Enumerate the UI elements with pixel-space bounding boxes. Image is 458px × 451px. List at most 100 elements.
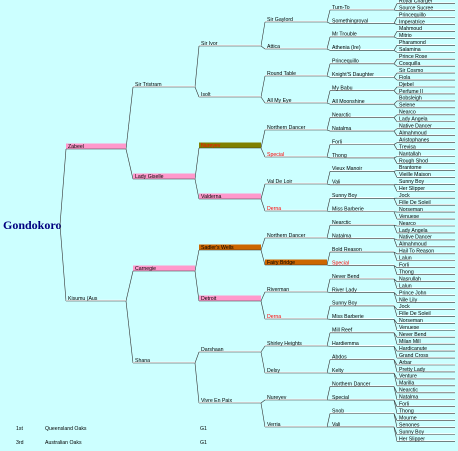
connector [125, 148, 134, 180]
connector [260, 75, 266, 98]
ancestor-name: Imperatrice [399, 19, 425, 25]
ancestor-name: Shana [135, 358, 150, 364]
connector [393, 252, 398, 261]
connector [393, 305, 398, 317]
highlight-bar [133, 265, 195, 271]
ancestor-name: Sir Gaylord [267, 17, 293, 23]
name-bar [397, 294, 455, 296]
connector [393, 211, 398, 220]
ancestor-name: Lalun [399, 283, 412, 289]
connector [393, 90, 398, 95]
name-bar [397, 64, 455, 67]
connector [393, 130, 398, 136]
ancestor-name: Arbar [399, 360, 412, 366]
ancestor-name: Miss Barberie [332, 314, 364, 320]
connector [260, 345, 266, 353]
connector [393, 9, 398, 11]
connector [326, 210, 331, 213]
name-bar [330, 197, 394, 199]
name-bar [397, 37, 455, 39]
ancestor-name: Nearctic [332, 112, 351, 118]
ancestor-name: Salamina [399, 47, 421, 53]
highlight-bar [133, 173, 195, 179]
name-bar [330, 412, 394, 414]
ancestor-name: Fille De Soleil [399, 200, 431, 206]
ancestor-name: Cosquilla [399, 61, 420, 67]
name-bar [199, 95, 261, 97]
ancestor-name: Sir Tristram [135, 82, 162, 88]
ancestor-name: Miss Barberie [332, 207, 364, 213]
ancestor-name: Sunny Boy [332, 301, 357, 307]
ancestor-name: Norseman [399, 318, 423, 324]
connector [326, 117, 331, 131]
ancestor-name: Fille De Soleil [399, 311, 431, 317]
connector [326, 386, 331, 401]
ancestor-name: Aristophanes [399, 137, 430, 143]
ancestor-name: Lady Giselle [135, 174, 164, 180]
ancestor-name: Thong [399, 269, 414, 275]
ancestor-name: Kisumu (Aus [68, 296, 98, 302]
name-bar [397, 16, 455, 18]
result-grade: G1 [200, 440, 207, 446]
ancestor-name: Prince Rose [399, 54, 427, 60]
name-bar [397, 30, 455, 32]
name-bar [330, 210, 394, 212]
name-bar [66, 299, 126, 301]
name-bar [397, 51, 455, 53]
connector [260, 198, 266, 212]
connector [393, 156, 398, 159]
name-bar [330, 8, 394, 10]
name-bar [397, 377, 455, 379]
name-bar [265, 20, 327, 22]
name-bar [397, 391, 455, 393]
connector [260, 147, 266, 158]
ancestor-name: Jock [399, 304, 410, 310]
connector [194, 270, 200, 302]
connector [393, 117, 398, 122]
ancestor-name: Attica [267, 44, 280, 50]
name-bar [330, 143, 394, 145]
connector [194, 86, 200, 98]
result-grade: G1 [200, 426, 207, 432]
ancestor-name: Native Dancer [399, 124, 432, 130]
connector [326, 171, 331, 185]
connector [326, 264, 331, 266]
ancestor-name: Special [332, 395, 349, 401]
name-bar [265, 236, 327, 238]
result-place: 3rd [16, 440, 24, 446]
ancestor-name: Somethingroyal [332, 18, 368, 24]
connector [260, 300, 266, 320]
ancestor-name: Venuese [399, 214, 419, 220]
name-bar [330, 76, 394, 78]
name-bar [330, 264, 394, 266]
ancestor-name: My Babu [332, 86, 353, 92]
highlight-bar [199, 193, 261, 199]
ancestor-name: Sir Cosmo [399, 68, 423, 74]
name-bar [330, 156, 394, 158]
connector [59, 148, 67, 226]
ancestor-name: Darshaan [201, 347, 224, 353]
connector [393, 142, 398, 145]
name-bar [397, 363, 455, 365]
connector [393, 100, 398, 105]
name-bar [265, 425, 327, 427]
name-bar [397, 356, 455, 359]
name-bar [265, 155, 327, 157]
ancestor-name: Norseman [399, 207, 423, 213]
name-bar [265, 290, 327, 292]
connector [326, 156, 331, 159]
name-bar [397, 162, 455, 164]
connector [326, 237, 331, 239]
connector [260, 96, 266, 104]
ancestor-name: Nureyev [267, 395, 287, 401]
connector [393, 72, 398, 78]
name-bar [330, 371, 394, 374]
name-bar [265, 128, 327, 130]
ancestor-name: Shirley Heights [267, 341, 302, 347]
ancestor-name: Hardiemma [332, 341, 359, 347]
ancestor-name: Venture [399, 374, 417, 380]
ancestor-name: Never Bend [332, 274, 360, 280]
ancestor-name: Special [267, 152, 284, 158]
name-bar [397, 9, 455, 11]
